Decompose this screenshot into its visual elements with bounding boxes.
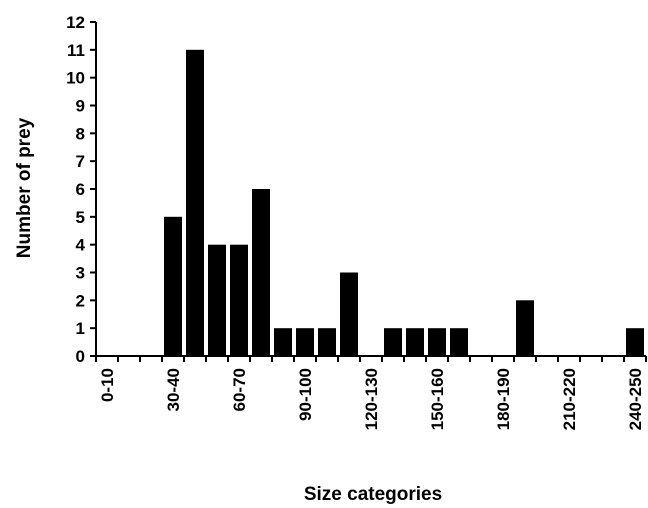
- y-tick-label: 12: [66, 13, 85, 32]
- bar-160-170: [450, 328, 468, 356]
- y-tick-label: 0: [76, 347, 85, 366]
- y-tick-label: 3: [76, 264, 85, 283]
- y-tick-label: 4: [76, 236, 86, 255]
- x-tick-label: 210-220: [560, 368, 579, 430]
- y-tick-label: 11: [67, 41, 85, 60]
- bar-90-100: [296, 328, 314, 356]
- x-tick-label: 90-100: [296, 368, 315, 421]
- bar-80-90: [274, 328, 292, 356]
- y-axis-title: Number of prey: [14, 117, 35, 258]
- x-tick-label: 240-250: [626, 368, 645, 430]
- y-tick-label: 1: [76, 319, 85, 338]
- y-tick-label: 10: [66, 69, 85, 88]
- x-tick-label: 150-160: [428, 368, 447, 430]
- bars-group: [164, 49, 644, 357]
- x-tick-label: 0-10: [98, 368, 117, 402]
- bar-70-80: [252, 189, 270, 356]
- bar-140-150: [406, 328, 424, 356]
- bar-240-250: [626, 328, 644, 356]
- x-tick-label: 30-40: [164, 368, 183, 411]
- y-tick-label: 2: [76, 291, 85, 310]
- bar-60-70: [230, 244, 248, 356]
- x-tick-label: 60-70: [230, 368, 249, 411]
- bar-30-40: [164, 216, 182, 356]
- y-tick-label: 6: [76, 180, 85, 199]
- bar-50-60: [208, 244, 226, 356]
- x-tick-label: 120-130: [362, 368, 381, 430]
- bar-110-120: [340, 272, 358, 356]
- bar-150-160: [428, 328, 446, 356]
- bar-130-140: [384, 328, 402, 356]
- x-axis-title: Size categories: [304, 484, 442, 505]
- y-tick-label: 7: [76, 152, 85, 171]
- x-tick-label: 180-190: [494, 368, 513, 430]
- bar-190-200: [516, 300, 534, 356]
- y-tick-label: 5: [76, 208, 85, 227]
- bar-40-50: [186, 49, 204, 357]
- y-tick-label: 9: [76, 97, 85, 116]
- y-tick-label: 8: [76, 124, 85, 143]
- bar-100-110: [318, 328, 336, 356]
- x-axis: 0-10 30-40 60-70 90-100 120-130 150-160 180-19…: [95, 355, 647, 430]
